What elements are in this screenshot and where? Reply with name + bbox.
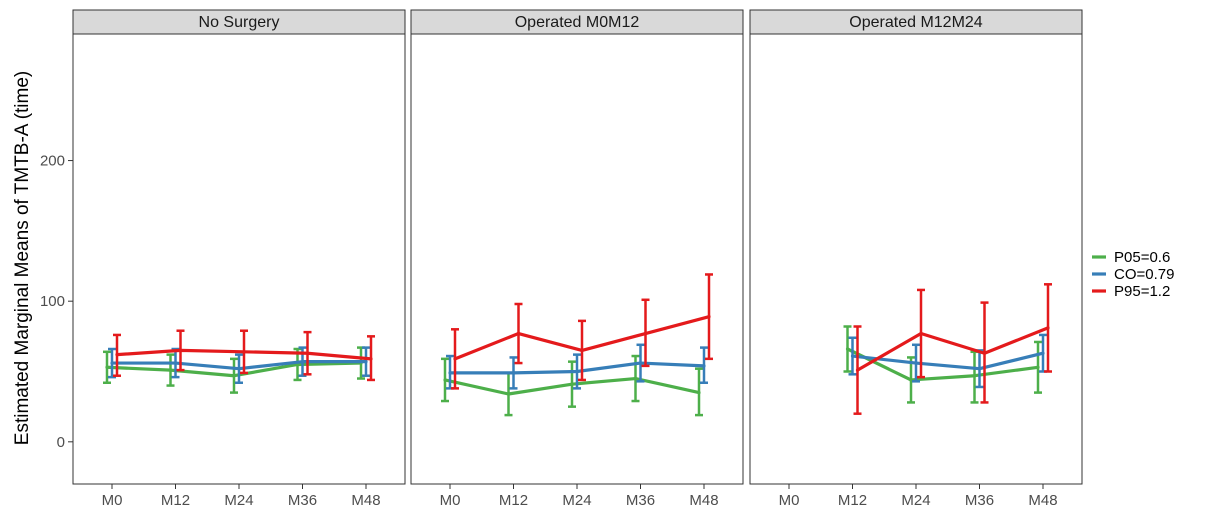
data-point	[168, 368, 173, 372]
data-point	[453, 357, 457, 361]
facet-strip-label: No Surgery	[199, 14, 280, 31]
data-point	[506, 392, 511, 396]
data-point	[855, 368, 860, 372]
data-point	[570, 382, 574, 386]
y-tick-label: 0	[57, 434, 65, 451]
facet-panel: No Surgery M0 M12 M24 M36 M48	[72, 9, 406, 509]
data-point	[300, 360, 305, 364]
facet-plot-area	[749, 33, 1083, 485]
data-point	[305, 351, 310, 355]
facet-strip	[749, 9, 1083, 35]
x-tick-label: M0	[440, 492, 461, 509]
data-point	[850, 354, 855, 358]
data-point	[443, 378, 447, 382]
x-tick-label: M48	[1028, 492, 1057, 509]
data-point	[110, 361, 114, 365]
data-point	[178, 348, 183, 353]
facet-panel: Operated M0M12 M0 M12 M24 M36 M48	[410, 9, 744, 509]
series-group	[113, 329, 375, 382]
data-point	[105, 365, 109, 369]
series-line	[856, 326, 1049, 372]
data-point	[575, 369, 579, 374]
facet-strip	[410, 9, 744, 35]
data-point	[1041, 351, 1045, 355]
data-point	[914, 361, 918, 365]
x-tick-label: M0	[102, 492, 123, 509]
data-point	[643, 331, 648, 336]
data-point	[115, 353, 119, 357]
x-tick-label: M36	[288, 492, 317, 509]
x-tick-label: M24	[901, 492, 930, 509]
series-group	[446, 343, 708, 390]
series-line	[846, 347, 1039, 382]
data-point	[1036, 365, 1040, 369]
series-group	[451, 273, 713, 390]
legend-label: P95=1.2	[1114, 283, 1170, 300]
legend-label: CO=0.79	[1114, 266, 1174, 283]
series-group	[853, 283, 1052, 415]
x-tick-label: M36	[626, 492, 655, 509]
x-tick-label: M48	[351, 492, 380, 509]
series-group	[108, 346, 370, 384]
data-point	[633, 376, 638, 381]
x-tick-label: M24	[224, 492, 253, 509]
data-point	[364, 360, 368, 364]
data-point	[702, 364, 706, 368]
x-tick-label: M48	[689, 492, 718, 509]
x-tick-label: M12	[499, 492, 528, 509]
data-point	[448, 371, 452, 375]
y-axis-title: Estimated Marginal Means of TMTB-A (time…	[12, 71, 33, 445]
data-point	[845, 347, 850, 351]
data-point	[707, 315, 711, 319]
y-tick-label: 200	[40, 153, 65, 170]
series-group	[843, 325, 1042, 404]
x-tick-label: M24	[562, 492, 591, 509]
legend-item: P05=0.6	[1092, 249, 1170, 266]
data-point	[580, 348, 584, 353]
x-tick-label: M12	[161, 492, 190, 509]
legend-item: P95=1.2	[1092, 283, 1170, 300]
data-point	[511, 371, 516, 375]
facet-strip	[72, 9, 406, 35]
data-point	[982, 351, 987, 355]
x-tick-label: M36	[965, 492, 994, 509]
x-tick-label: M0	[779, 492, 800, 509]
data-point	[232, 374, 236, 378]
series-group	[103, 346, 365, 394]
legend-label: P05=0.6	[1114, 249, 1170, 266]
data-point	[972, 374, 977, 378]
data-point	[919, 331, 923, 336]
facet-strip-label: Operated M12M24	[849, 14, 983, 31]
facet-plot-area	[410, 33, 744, 485]
legend-item: CO=0.79	[1092, 266, 1174, 283]
data-point	[638, 361, 643, 365]
facet-plot-area	[72, 33, 406, 485]
data-point	[237, 367, 241, 371]
data-point	[697, 390, 701, 395]
data-point	[242, 350, 246, 354]
data-point	[909, 378, 913, 382]
series-group	[848, 333, 1047, 389]
facet-panel: Operated M12M24 M0 M12 M24 M36 M48	[749, 9, 1083, 509]
data-point	[173, 361, 178, 365]
data-point	[1046, 326, 1050, 330]
data-point	[516, 331, 521, 336]
data-point	[977, 367, 982, 371]
facet-strip-label: Operated M0M12	[515, 14, 640, 31]
y-tick-label: 100	[40, 293, 65, 310]
data-point	[369, 357, 373, 361]
x-tick-label: M12	[838, 492, 867, 509]
series-line	[852, 351, 1044, 371]
